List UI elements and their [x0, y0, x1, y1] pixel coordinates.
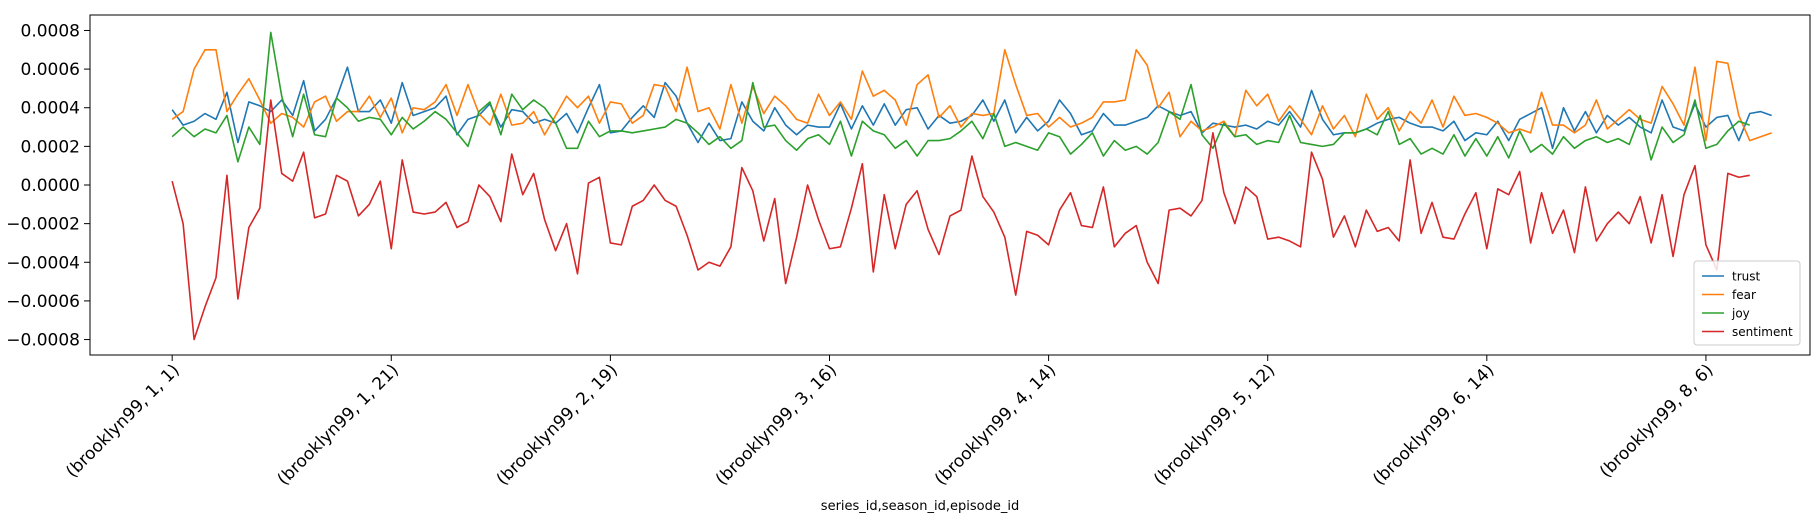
legend-label-trust: trust [1732, 270, 1760, 284]
series-line-sentiment [171, 99, 1750, 341]
y-tick-label: 0.0006 [21, 60, 80, 80]
y-tick-label: −0.0006 [6, 292, 80, 312]
y-axis: −0.0008 −0.0006 −0.0004 −0.0002 0.0000 0.0002… [6, 21, 90, 351]
legend-box [1693, 260, 1801, 346]
y-tick-label: −0.0002 [6, 215, 80, 235]
plot-lines [171, 31, 1772, 341]
series-line-joy [171, 31, 1751, 163]
y-tick-label: −0.0008 [6, 331, 80, 351]
y-tick-label: 0.0000 [21, 176, 80, 196]
y-tick-label: 0.0002 [21, 137, 80, 157]
y-tick-label: −0.0004 [6, 253, 80, 273]
legend-label-joy: joy [1731, 307, 1750, 321]
legend-label-fear: fear [1732, 288, 1756, 302]
x-axis-title: series_id,season_id,episode_id [821, 499, 1019, 514]
y-tick-label: 0.0004 [21, 99, 80, 119]
y-tick-label: 0.0008 [21, 21, 80, 41]
legend: trust fear joy sentiment [1693, 260, 1801, 346]
plot-frame [89, 14, 1811, 356]
series-line-trust [171, 66, 1772, 150]
legend-label-sentiment: sentiment [1732, 325, 1793, 339]
series-line-fear [171, 48, 1772, 142]
